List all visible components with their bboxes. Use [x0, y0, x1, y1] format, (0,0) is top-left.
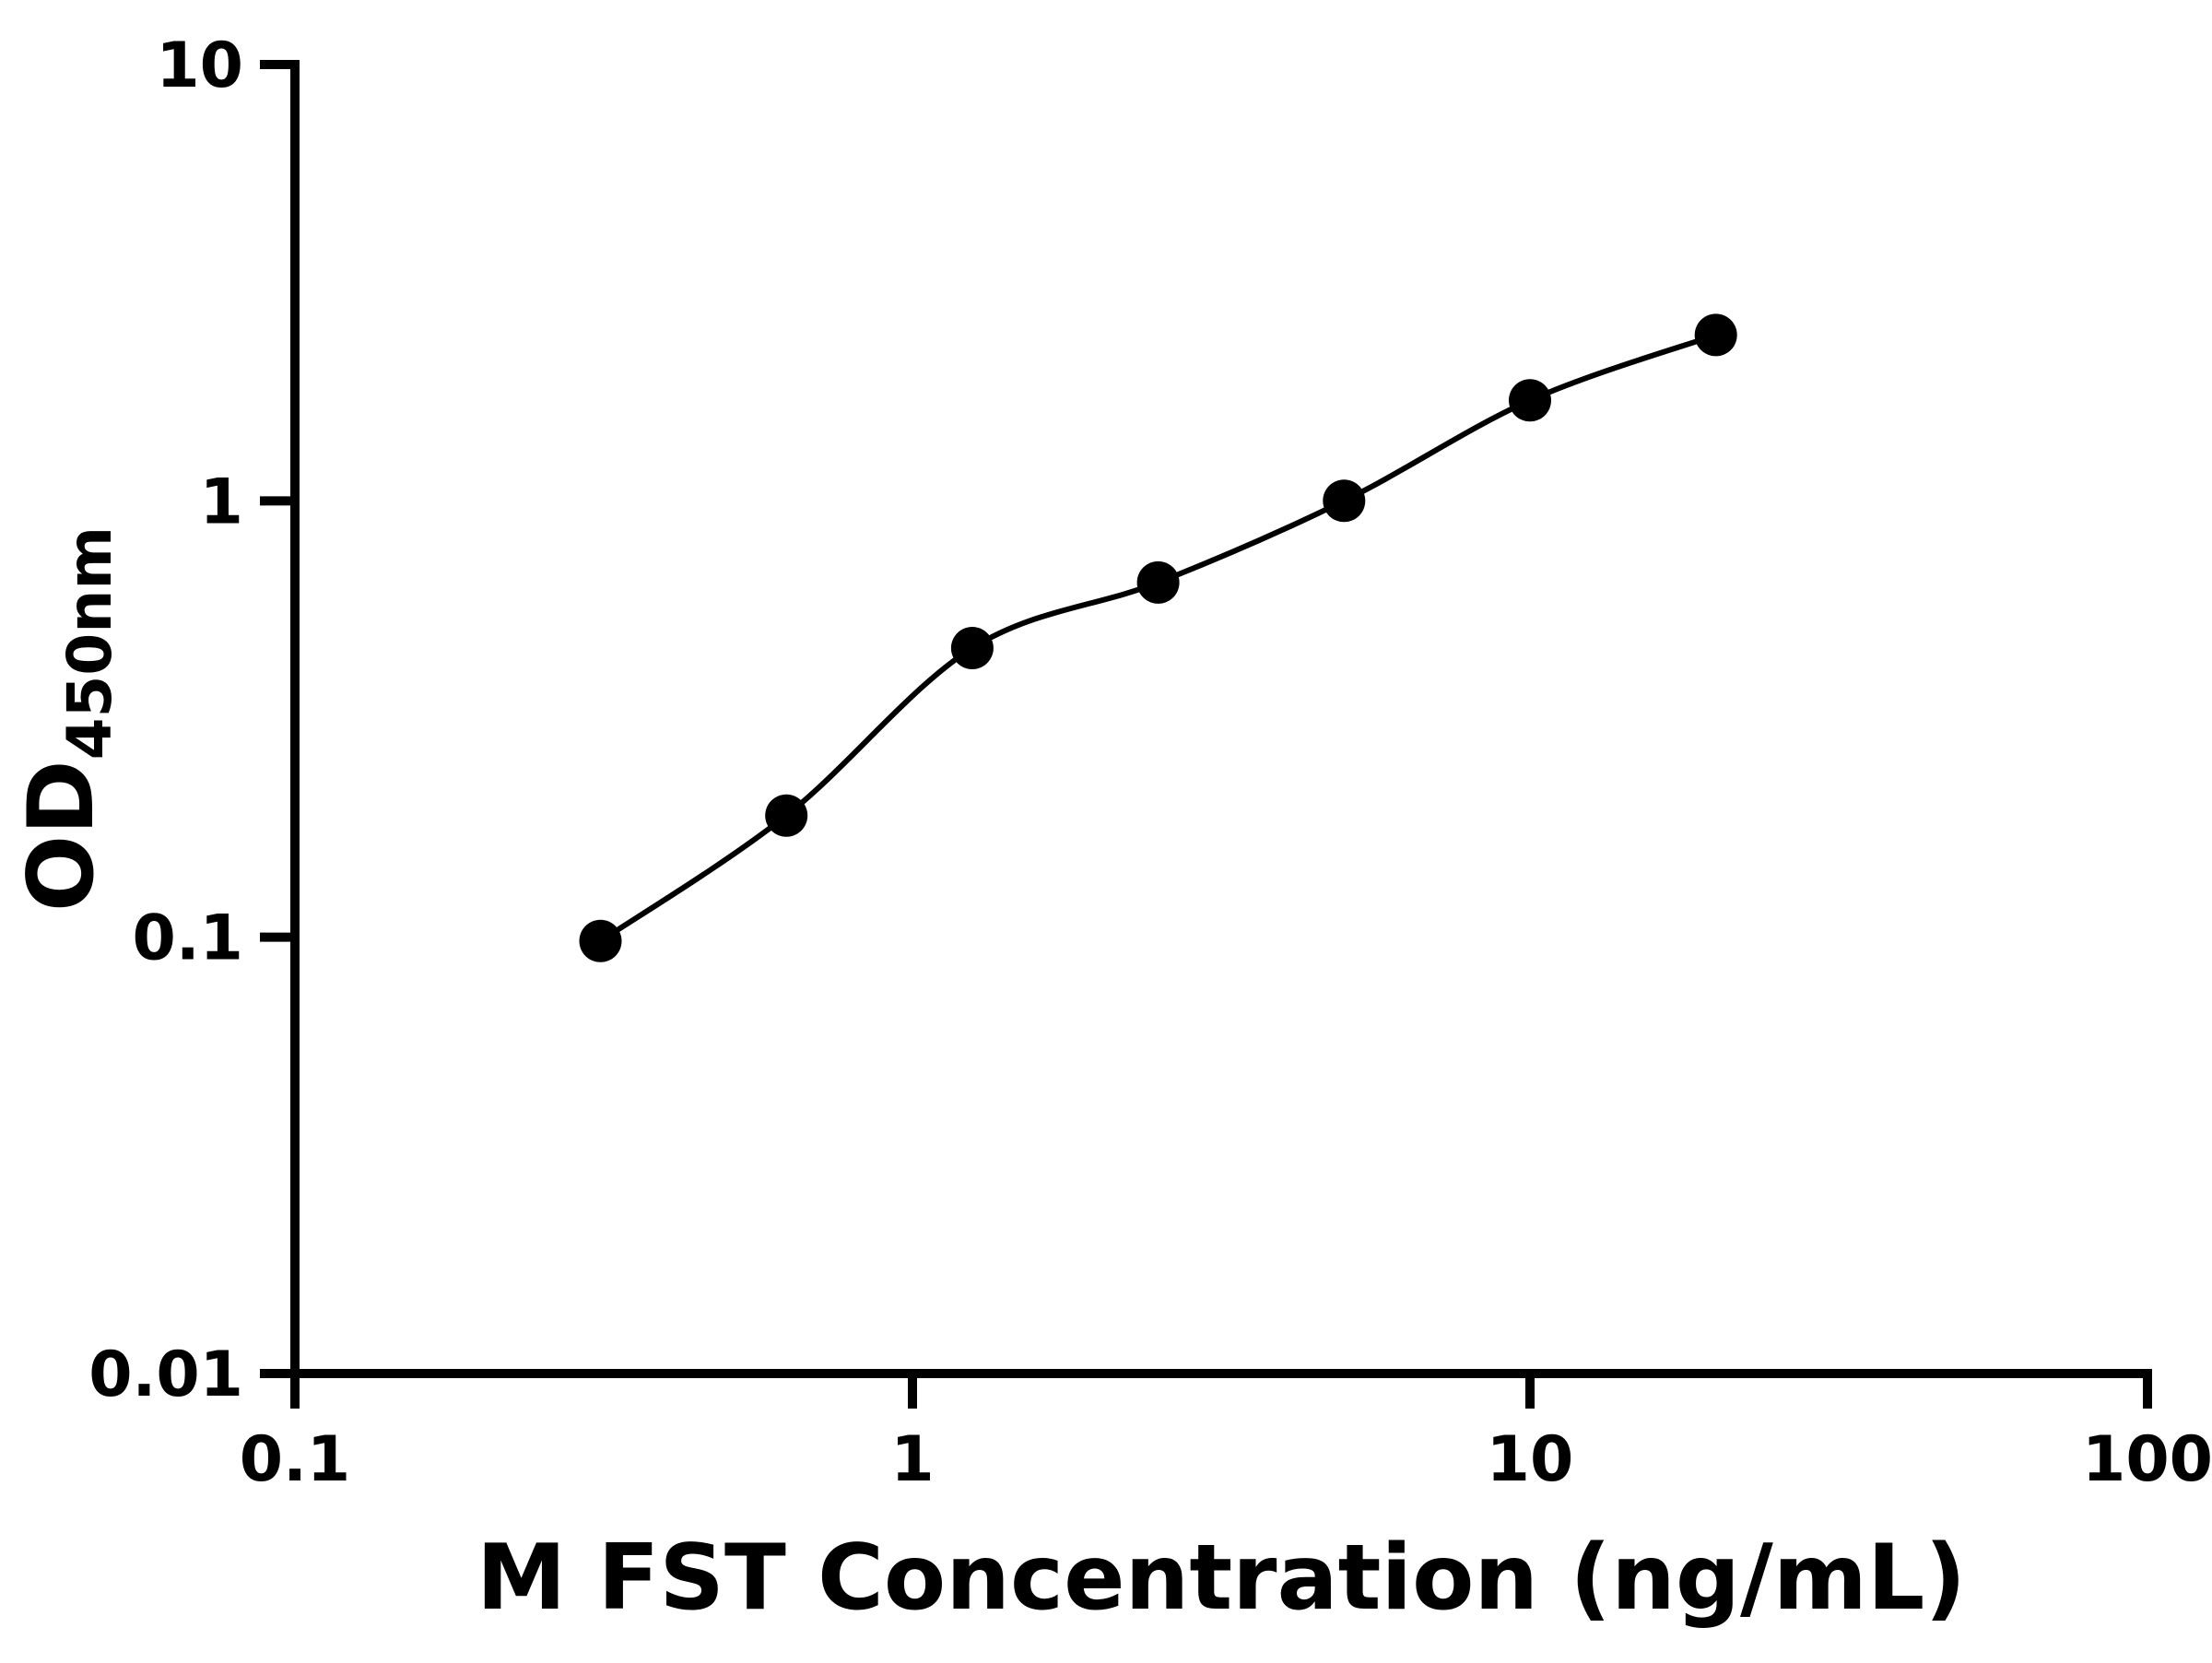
data-point	[950, 627, 994, 669]
y-axis-label-subscript: 450nm	[54, 526, 125, 761]
x-tick-label: 10	[1487, 1423, 1574, 1496]
y-axis-label-main: OD	[9, 760, 114, 912]
data-point	[1136, 560, 1180, 604]
data-point	[1509, 379, 1551, 422]
data-point	[1323, 479, 1366, 523]
axis-spines	[290, 60, 2152, 1378]
data-point	[765, 794, 808, 837]
data-point	[579, 919, 622, 962]
data-points	[579, 313, 1737, 962]
y-axis-label: OD450nm	[9, 526, 125, 912]
y-tick-label: 0.01	[88, 1339, 243, 1411]
data-point	[1694, 313, 1737, 357]
axis-tick-labels: 0.1 1 10 100 0.01 0.1 1 10	[88, 29, 2212, 1496]
fit-curve	[598, 332, 1717, 944]
x-tick-label: 1	[890, 1423, 934, 1496]
y-tick-label: 1	[200, 466, 243, 538]
axes	[290, 60, 2152, 1378]
x-axis-label: M FST Concentration (ng/mL)	[477, 1526, 1966, 1631]
y-tick-label: 10	[156, 29, 243, 102]
x-tick-label: 100	[2082, 1423, 2212, 1496]
y-tick-label: 0.1	[133, 902, 243, 975]
x-tick-label: 0.1	[240, 1423, 350, 1496]
axis-ticks	[260, 60, 2152, 1409]
